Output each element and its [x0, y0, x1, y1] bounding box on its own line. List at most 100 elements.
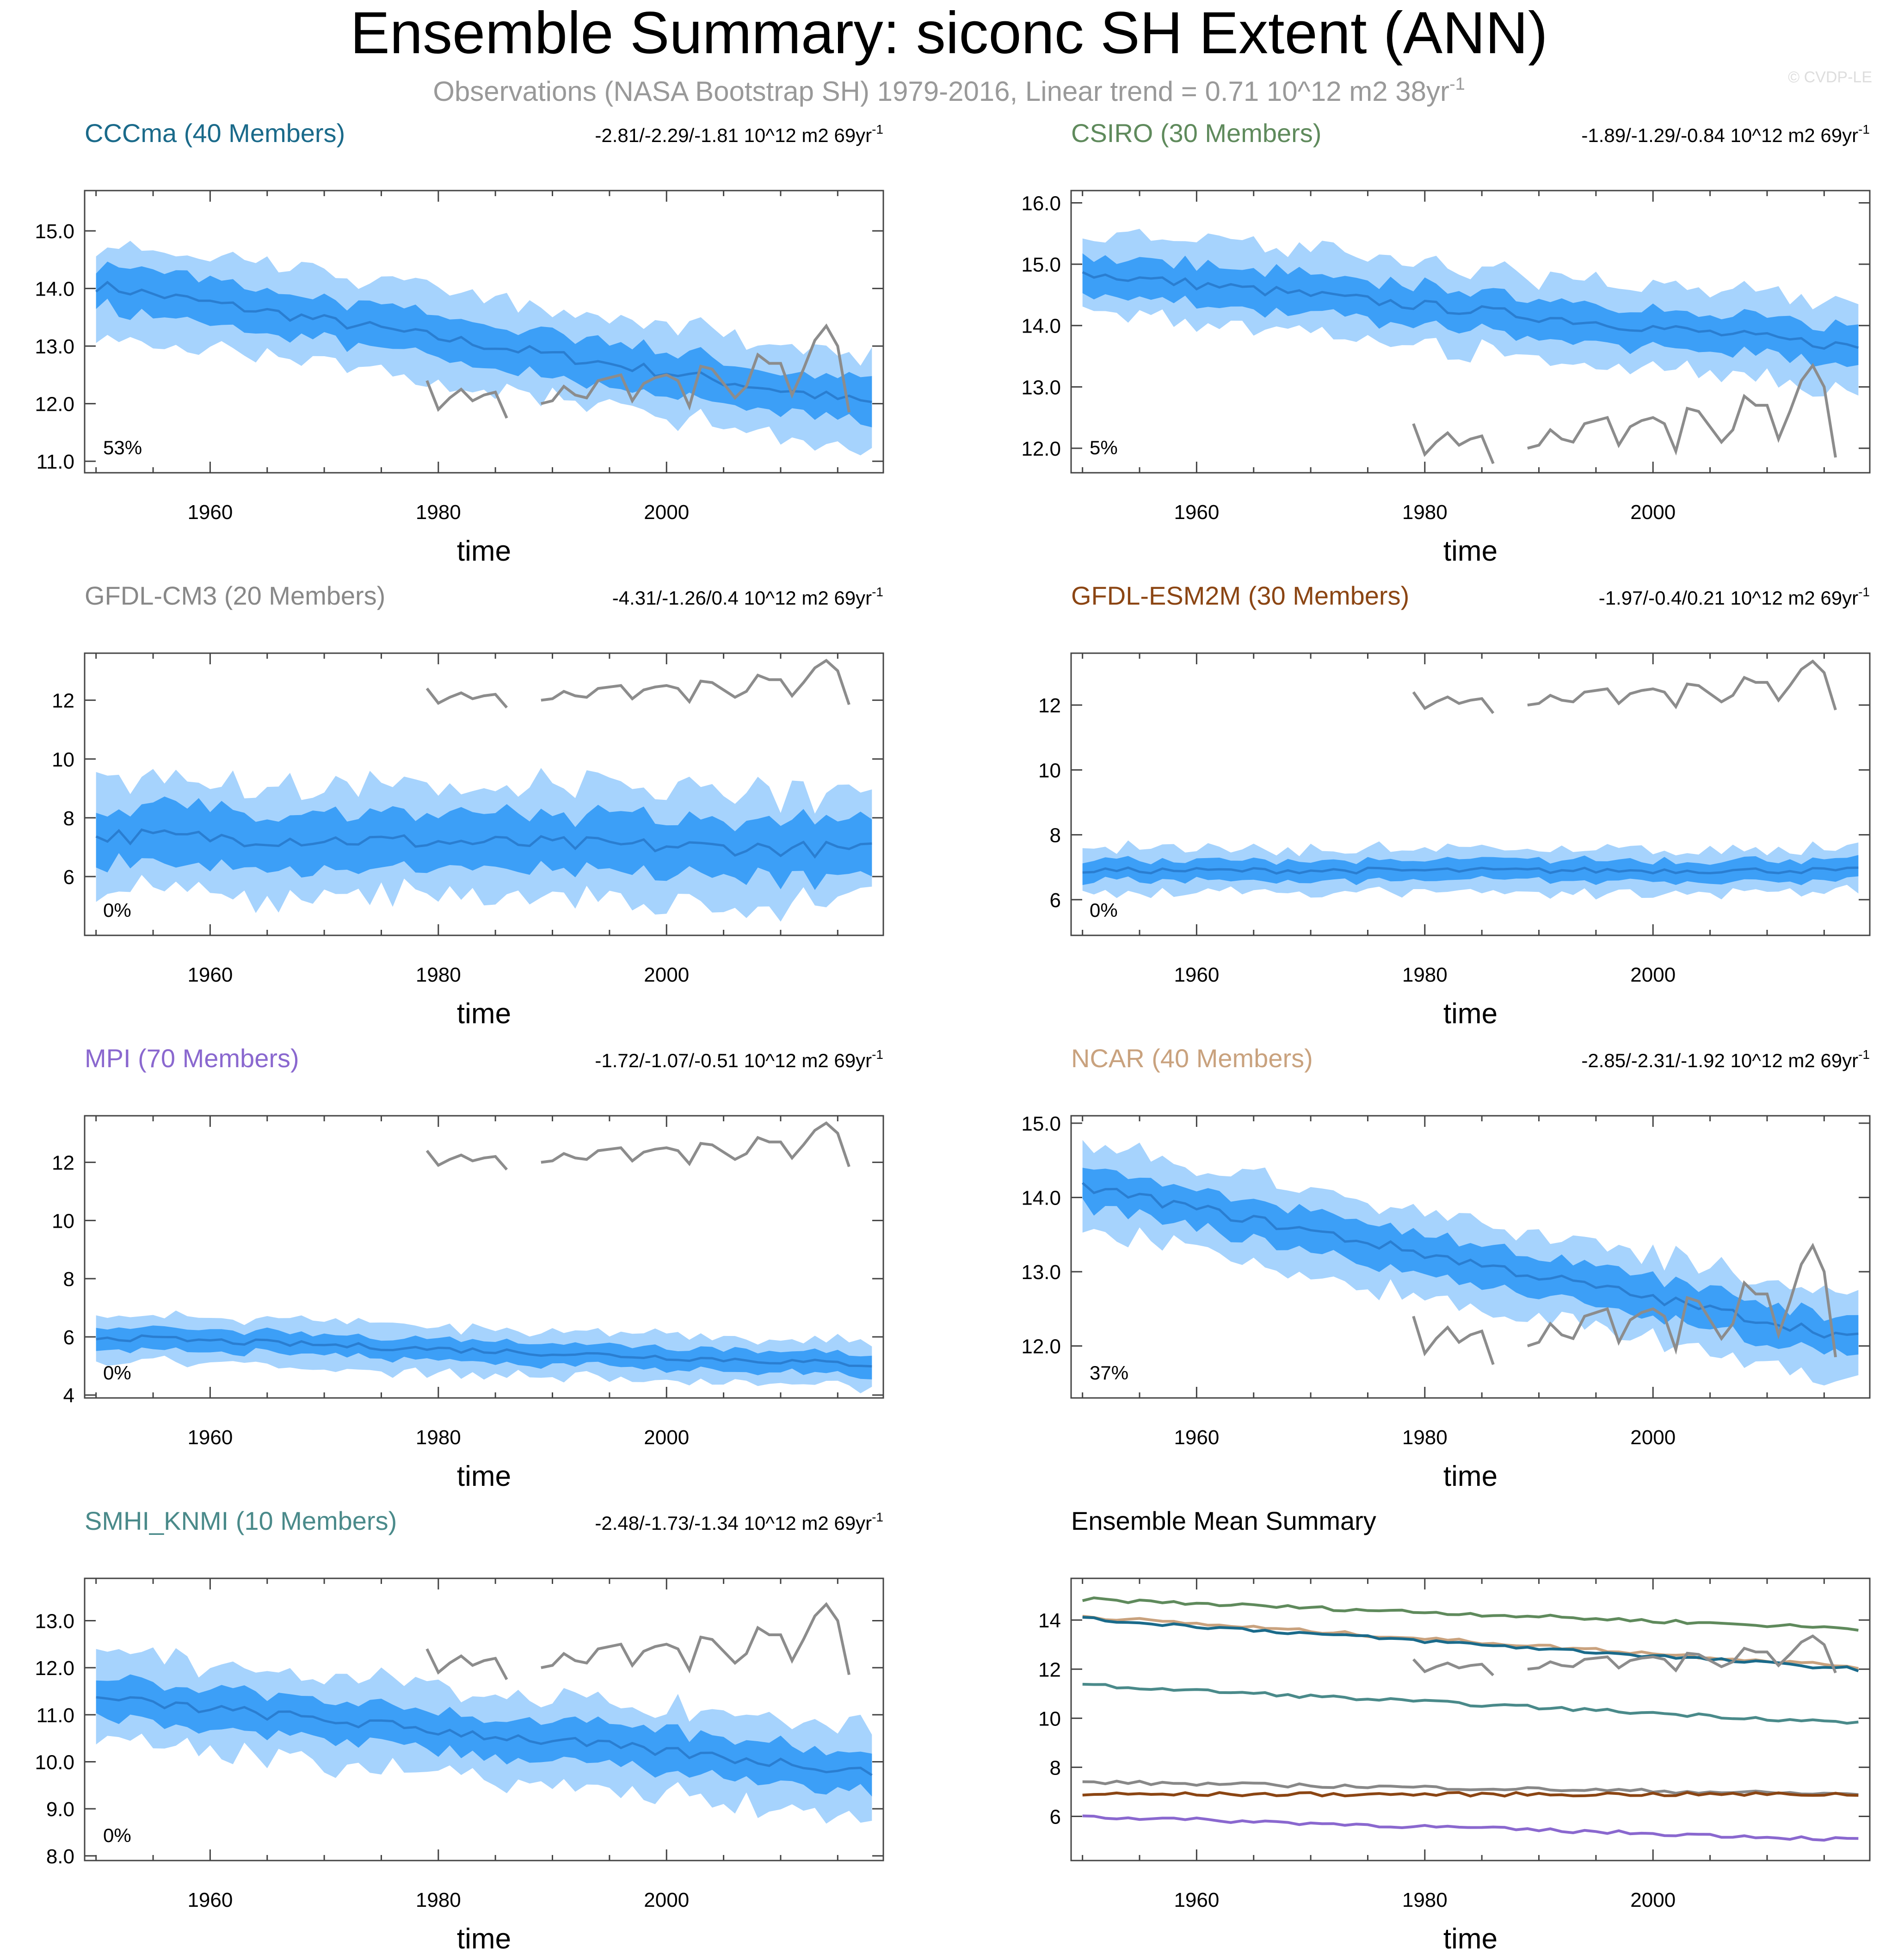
x-tick-label: 1980: [1402, 1889, 1448, 1911]
subtitle-superscript: -1: [1449, 74, 1465, 94]
x-tick-label: 2000: [644, 1426, 689, 1449]
percent-label: 37%: [1090, 1362, 1128, 1384]
panel-2: 6 8 10 12 1960 1980 2000 time GFDL-CM3 (20 Membe…: [52, 581, 884, 1030]
trend-label: -1.89/-1.29/-0.84 10^12 m2 69yr-1: [1581, 122, 1870, 146]
y-tick-label: 10: [52, 748, 74, 771]
observations-line: [425, 1602, 850, 1681]
trend-text: -4.31/-1.26/0.4 10^12 m2 69yr: [612, 587, 872, 609]
plot-area: [95, 659, 872, 922]
y-tick-label: 8: [63, 807, 74, 830]
y-tick-label: 15.0: [1021, 254, 1061, 276]
panel-0: 11.0 12.0 13.0 14.0 15.0 1960 1980 2000 time CCCm…: [35, 118, 884, 567]
panels-container: 11.0 12.0 13.0 14.0 15.0 1960 1980 2000 time CCCm…: [35, 118, 1871, 1955]
ensemble-mean-line: [1082, 271, 1859, 350]
trend-label: -1.72/-1.07/-0.51 10^12 m2 69yr-1: [595, 1047, 883, 1071]
y-tick-label: 10: [1038, 759, 1061, 782]
y-tick-label: 14.0: [35, 278, 74, 301]
plot-area: [1082, 659, 1859, 900]
trend-superscript: -1: [1858, 122, 1870, 136]
y-tick-label: 11.0: [37, 1704, 74, 1727]
y-tick-label: 13.0: [35, 335, 74, 358]
watermark: © CVDP-LE: [1788, 68, 1872, 86]
y-tick-label: 12: [1038, 1658, 1061, 1681]
x-tick-label: 2000: [644, 1889, 689, 1911]
trend-superscript: -1: [872, 122, 883, 136]
y-tick-label: 12.0: [35, 1657, 74, 1680]
y-tick-label: 12: [52, 1152, 74, 1175]
trend-text: -2.81/-2.29/-1.81 10^12 m2 69yr: [595, 124, 872, 146]
y-tick-label: 6: [63, 866, 74, 889]
y-tick-label: 14.0: [1021, 1187, 1061, 1210]
plot-frame: [1070, 652, 1871, 936]
trend-superscript: -1: [872, 1047, 883, 1062]
plot-area: [1082, 1596, 1859, 1842]
series-line-csiro: [1082, 1596, 1859, 1632]
inner-spread-band: [1082, 1168, 1859, 1356]
plot-frame: [84, 1577, 884, 1861]
panel-title: MPI (70 Members): [85, 1044, 299, 1073]
y-tick-label: 14.0: [1021, 315, 1061, 338]
x-tick-label: 1960: [187, 501, 233, 524]
y-tick-label: 12: [52, 690, 74, 712]
observations-line: [425, 659, 850, 709]
percent-label: 0%: [1090, 899, 1118, 921]
panel-4: 4 6 8 10 12 1960 1980 2000 time MPI (70 Members) -…: [52, 1044, 884, 1492]
x-tick-label: 1960: [187, 1889, 233, 1911]
plot-frame: [1070, 190, 1871, 474]
plot-area: [1082, 1140, 1859, 1386]
trend-label: -2.81/-2.29/-1.81 10^12 m2 69yr-1: [595, 122, 883, 146]
inner-spread-band: [96, 261, 872, 427]
ensemble-mean-line: [1082, 866, 1859, 875]
y-tick-label: 12: [1038, 694, 1061, 717]
x-tick-label: 2000: [644, 501, 689, 524]
y-tick-label: 8: [1050, 824, 1061, 847]
plot-frame: [1070, 1115, 1871, 1399]
inner-spread-band: [96, 1674, 872, 1797]
observations-line: [1412, 659, 1837, 714]
inner-spread-band: [1082, 253, 1859, 367]
percent-label: 53%: [103, 437, 142, 458]
y-tick-label: 12.0: [1021, 438, 1061, 460]
ensemble-mean-line: [1082, 1182, 1859, 1339]
x-tick-label: 1980: [416, 1889, 461, 1911]
trend-label: -2.85/-2.31/-1.92 10^12 m2 69yr-1: [1581, 1047, 1870, 1071]
x-axis-label: time: [1443, 998, 1497, 1030]
x-axis-label: time: [457, 535, 511, 567]
x-axis-label: time: [457, 1923, 511, 1955]
plot-frame: [84, 1115, 884, 1399]
observations-line: [1412, 1634, 1837, 1676]
y-tick-label: 8.0: [46, 1845, 74, 1868]
panel-1: 12.0 13.0 14.0 15.0 16.0 1960 1980 2000 time CSIR…: [1021, 118, 1871, 567]
trend-superscript: -1: [872, 1510, 883, 1524]
subtitle-main: Observations (NASA Bootstrap SH) 1979-20…: [433, 76, 1449, 107]
y-tick-label: 13.0: [35, 1610, 74, 1633]
series-line-smhi_knmi: [1082, 1682, 1859, 1725]
plot-frame: [84, 652, 884, 936]
trend-text: -1.72/-1.07/-0.51 10^12 m2 69yr: [595, 1050, 872, 1071]
series-line-mpi: [1082, 1814, 1859, 1842]
panel-title: GFDL-CM3 (20 Members): [85, 581, 385, 610]
observations-line: [425, 1121, 850, 1171]
trend-text: -2.85/-2.31/-1.92 10^12 m2 69yr: [1581, 1050, 1858, 1071]
panel-5: 12.0 13.0 14.0 15.0 1960 1980 2000 time NCAR (40…: [1021, 1044, 1871, 1492]
x-tick-label: 1960: [1174, 1426, 1219, 1449]
y-tick-label: 10: [1038, 1707, 1061, 1730]
y-tick-label: 13.0: [1021, 376, 1061, 399]
x-tick-label: 1960: [1174, 964, 1219, 986]
y-tick-label: 8: [63, 1268, 74, 1291]
y-tick-label: 6: [63, 1326, 74, 1349]
figure-title: Ensemble Summary: siconc SH Extent (ANN): [350, 0, 1547, 66]
x-tick-label: 2000: [1630, 501, 1676, 524]
trend-text: -2.48/-1.73/-1.34 10^12 m2 69yr: [595, 1512, 872, 1534]
percent-label: 0%: [103, 1824, 131, 1846]
plot-frame: [84, 190, 884, 474]
panel-title: NCAR (40 Members): [1071, 1044, 1313, 1073]
x-axis-label: time: [1443, 535, 1497, 567]
percent-label: 0%: [103, 1362, 131, 1384]
plot-area: [95, 241, 872, 456]
panel-title: CCCma (40 Members): [85, 118, 345, 148]
plot-area: [96, 1121, 872, 1393]
x-axis-label: time: [1443, 1923, 1497, 1955]
y-tick-label: 10: [52, 1210, 74, 1232]
